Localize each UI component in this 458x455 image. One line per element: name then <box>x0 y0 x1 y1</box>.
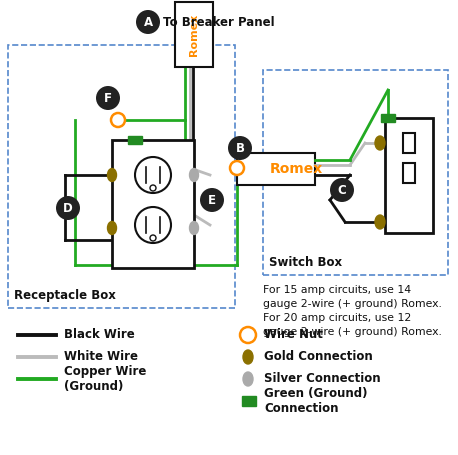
Bar <box>385 118 433 233</box>
Circle shape <box>330 178 354 202</box>
Circle shape <box>150 185 156 191</box>
Bar <box>403 133 415 153</box>
Ellipse shape <box>190 168 198 182</box>
Bar <box>112 140 194 268</box>
Text: Black Wire: Black Wire <box>64 329 135 342</box>
Text: White Wire: White Wire <box>64 350 138 364</box>
Circle shape <box>228 136 252 160</box>
Ellipse shape <box>108 222 116 234</box>
Bar <box>403 163 415 183</box>
Text: F: F <box>104 91 112 105</box>
Ellipse shape <box>190 222 198 234</box>
Text: B: B <box>235 142 245 155</box>
Circle shape <box>200 188 224 212</box>
Bar <box>381 114 395 122</box>
Text: Green (Ground)
Connection: Green (Ground) Connection <box>264 387 367 415</box>
Text: Copper Wire
(Ground): Copper Wire (Ground) <box>64 365 147 393</box>
Text: Gold Connection: Gold Connection <box>264 350 373 364</box>
Ellipse shape <box>243 350 253 364</box>
Ellipse shape <box>375 215 385 229</box>
Text: Silver Connection: Silver Connection <box>264 373 381 385</box>
Text: E: E <box>208 193 216 207</box>
Ellipse shape <box>243 372 253 386</box>
Text: C: C <box>338 183 346 197</box>
Circle shape <box>56 196 80 220</box>
Text: Receptacle Box: Receptacle Box <box>14 289 116 302</box>
Text: D: D <box>63 202 73 214</box>
Text: Romex: Romex <box>269 162 322 176</box>
Ellipse shape <box>108 168 116 182</box>
Bar <box>8 45 235 308</box>
Text: Romex: Romex <box>189 13 199 56</box>
Bar <box>242 396 256 406</box>
Text: A: A <box>143 15 153 29</box>
Circle shape <box>136 10 160 34</box>
Bar <box>128 136 142 144</box>
Text: For 15 amp circuits, use 14
gauge 2-wire (+ ground) Romex.
For 20 amp circuits, : For 15 amp circuits, use 14 gauge 2-wire… <box>263 285 442 337</box>
Bar <box>175 2 213 67</box>
Text: To Breaker Panel: To Breaker Panel <box>163 15 275 29</box>
Circle shape <box>135 157 171 193</box>
Circle shape <box>135 207 171 243</box>
Ellipse shape <box>375 136 385 150</box>
Bar <box>237 153 315 185</box>
Circle shape <box>240 327 256 343</box>
Circle shape <box>96 86 120 110</box>
Bar <box>263 70 448 275</box>
Circle shape <box>150 235 156 241</box>
Text: Switch Box: Switch Box <box>269 256 342 269</box>
Text: Wire Nut: Wire Nut <box>264 329 323 342</box>
Circle shape <box>230 161 244 175</box>
Circle shape <box>111 113 125 127</box>
